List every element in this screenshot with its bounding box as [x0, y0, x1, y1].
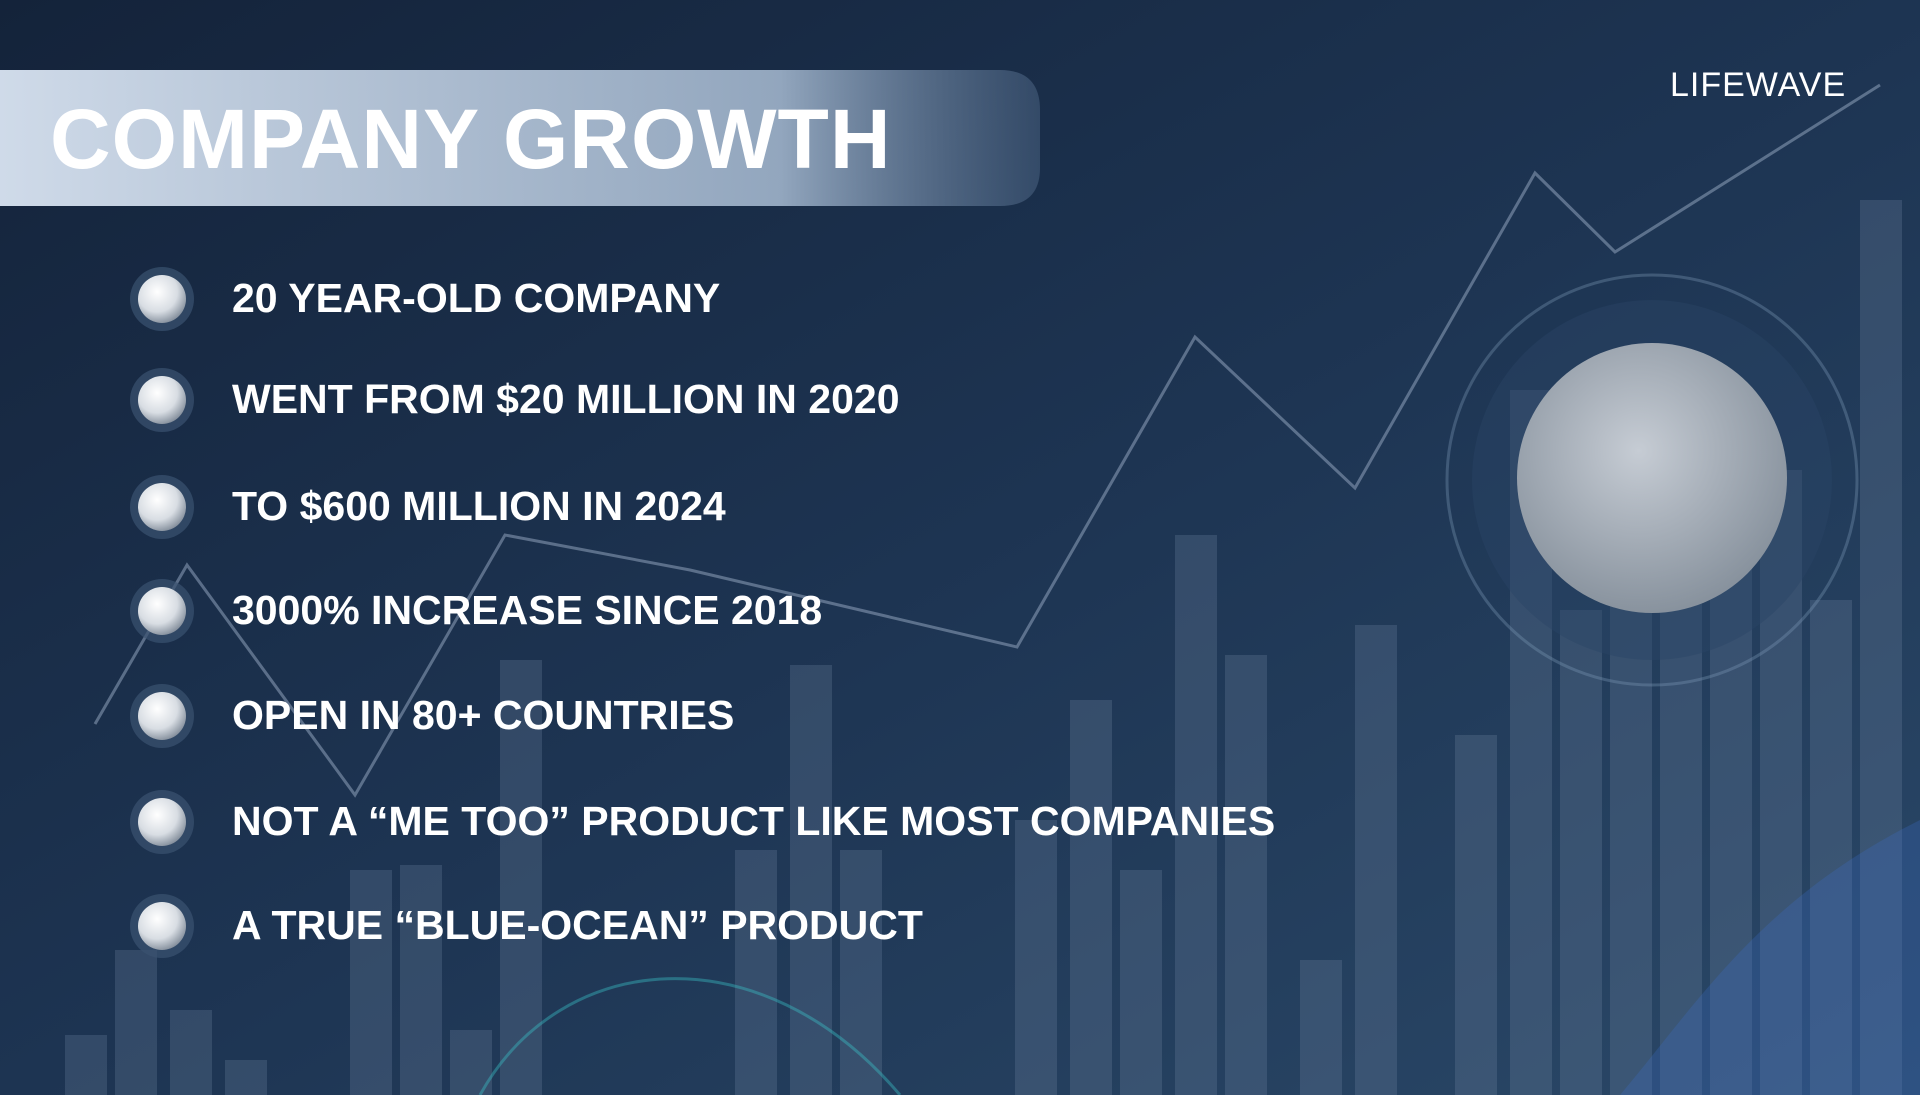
- decorative-bar: [735, 850, 777, 1095]
- bullet-text: 3000% INCREASE SINCE 2018: [232, 587, 822, 633]
- bullet-dot: [138, 902, 186, 950]
- decorative-bar: [170, 1010, 212, 1095]
- bullet-text: A TRUE “BLUE-OCEAN” PRODUCT: [232, 902, 923, 948]
- decorative-bar: [1610, 560, 1652, 1095]
- bullet-dot: [138, 275, 186, 323]
- bullet-dot: [138, 798, 186, 846]
- bullet-text: NOT A “ME TOO” PRODUCT LIKE MOST COMPANI…: [232, 798, 1275, 844]
- decorative-wave: [1620, 820, 1920, 1095]
- bullet-text: OPEN IN 80+ COUNTRIES: [232, 692, 734, 738]
- decorative-bar: [1560, 610, 1602, 1095]
- decorative-bar: [1120, 870, 1162, 1095]
- title-bar: [0, 70, 1040, 206]
- bullet-text: WENT FROM $20 MILLION IN 2020: [232, 376, 900, 422]
- decorative-bar: [65, 1035, 107, 1095]
- decorative-bar: [225, 1060, 267, 1095]
- bullet-dot: [138, 692, 186, 740]
- decorative-bar: [1300, 960, 1342, 1095]
- decorative-bar: [1225, 655, 1267, 1095]
- decorative-bar: [1760, 470, 1802, 1095]
- decorative-bar: [1660, 545, 1702, 1095]
- decorative-bar: [115, 950, 157, 1095]
- bullet-list: 20 YEAR-OLD COMPANY WENT FROM $20 MILLION…: [130, 267, 1275, 958]
- bullet-text: 20 YEAR-OLD COMPANY: [232, 275, 720, 321]
- logo: LIFEWAVE: [1670, 66, 1846, 104]
- decorative-bar: [400, 865, 442, 1095]
- decorative-bar: [350, 870, 392, 1095]
- decorative-bar: [1175, 535, 1217, 1095]
- decorative-bar: [840, 850, 882, 1095]
- bullet-dot: [138, 587, 186, 635]
- decorative-bar: [1015, 820, 1057, 1095]
- decorative-line: [93, 83, 1881, 798]
- decorative-wave: [478, 977, 902, 1095]
- decorative-bar: [790, 665, 832, 1095]
- decorative-bar: [1355, 625, 1397, 1095]
- decorative-chart: [65, 200, 1902, 1095]
- decorative-disc: [1517, 343, 1787, 613]
- decorative-bar: [1710, 520, 1752, 1095]
- decorative-ring: [1445, 273, 1859, 687]
- decorative-bar: [1070, 700, 1112, 1095]
- title: COMPANY GROWTH: [50, 92, 892, 186]
- decorative-bar: [450, 1030, 492, 1095]
- decorative-bar: [1810, 600, 1852, 1095]
- bullet-dot: [138, 376, 186, 424]
- bullet-text: TO $600 MILLION IN 2024: [232, 483, 726, 529]
- decorative-bar: [1455, 735, 1497, 1095]
- bullet-dot: [138, 483, 186, 531]
- decorative-bar: [500, 660, 542, 1095]
- decorative-bar: [1860, 200, 1902, 1095]
